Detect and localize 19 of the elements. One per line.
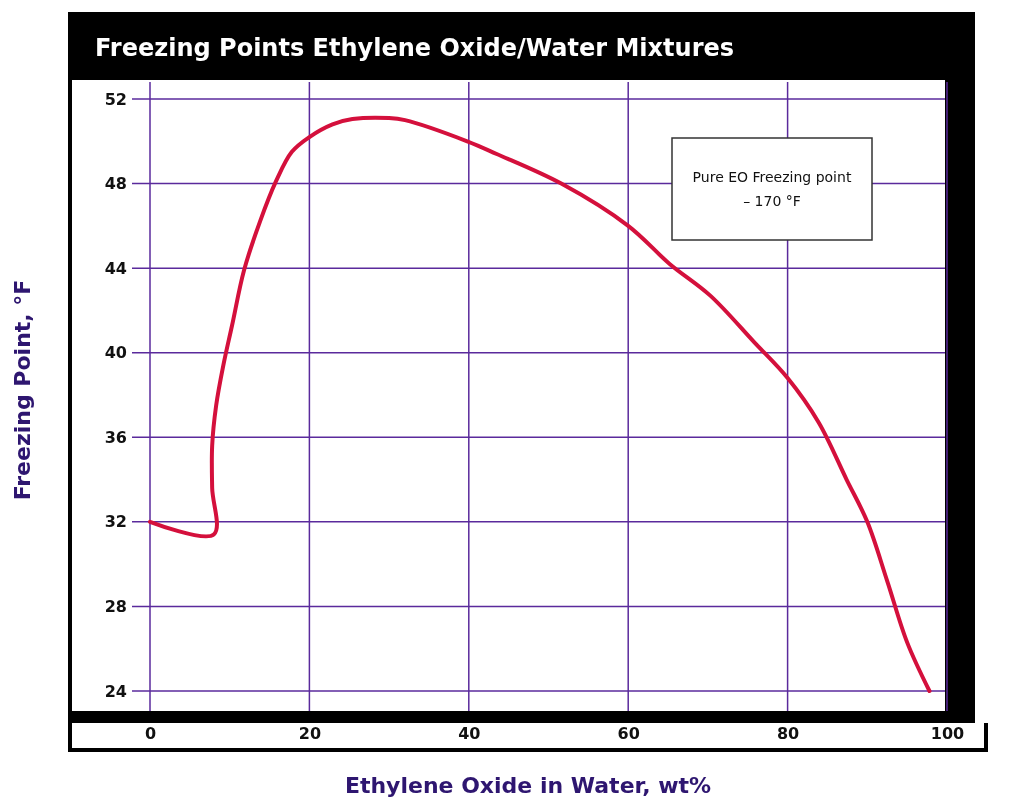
y-tick-label: 44 <box>104 258 127 278</box>
y-tick-label: 48 <box>104 174 127 194</box>
y-tick-label: 40 <box>104 343 127 363</box>
x-tick-label: 40 <box>458 723 481 743</box>
y-tick-label: 24 <box>104 681 127 701</box>
x-tick-label: 60 <box>617 723 640 743</box>
x-tick-label: 20 <box>298 723 322 743</box>
line-series <box>148 115 932 693</box>
y-tick-label: 28 <box>104 597 127 617</box>
chart-title: Freezing Points Ethylene Oxide/Water Mixtures <box>95 34 735 62</box>
y-tick-label: 52 <box>104 89 127 109</box>
y-tick-label: 32 <box>104 512 127 532</box>
x-tick-label: 0 <box>144 723 157 743</box>
y-tick-label: 36 <box>104 427 127 447</box>
annotation: Pure EO Freezing point – 170 °F <box>692 169 852 209</box>
y-axis-title: Freezing Point, °F <box>10 279 35 501</box>
x-tick-label: 100 <box>930 723 965 743</box>
x-axis-title: Ethylene Oxide in Water, wt% <box>344 773 712 798</box>
x-tick-label: 80 <box>776 723 800 743</box>
